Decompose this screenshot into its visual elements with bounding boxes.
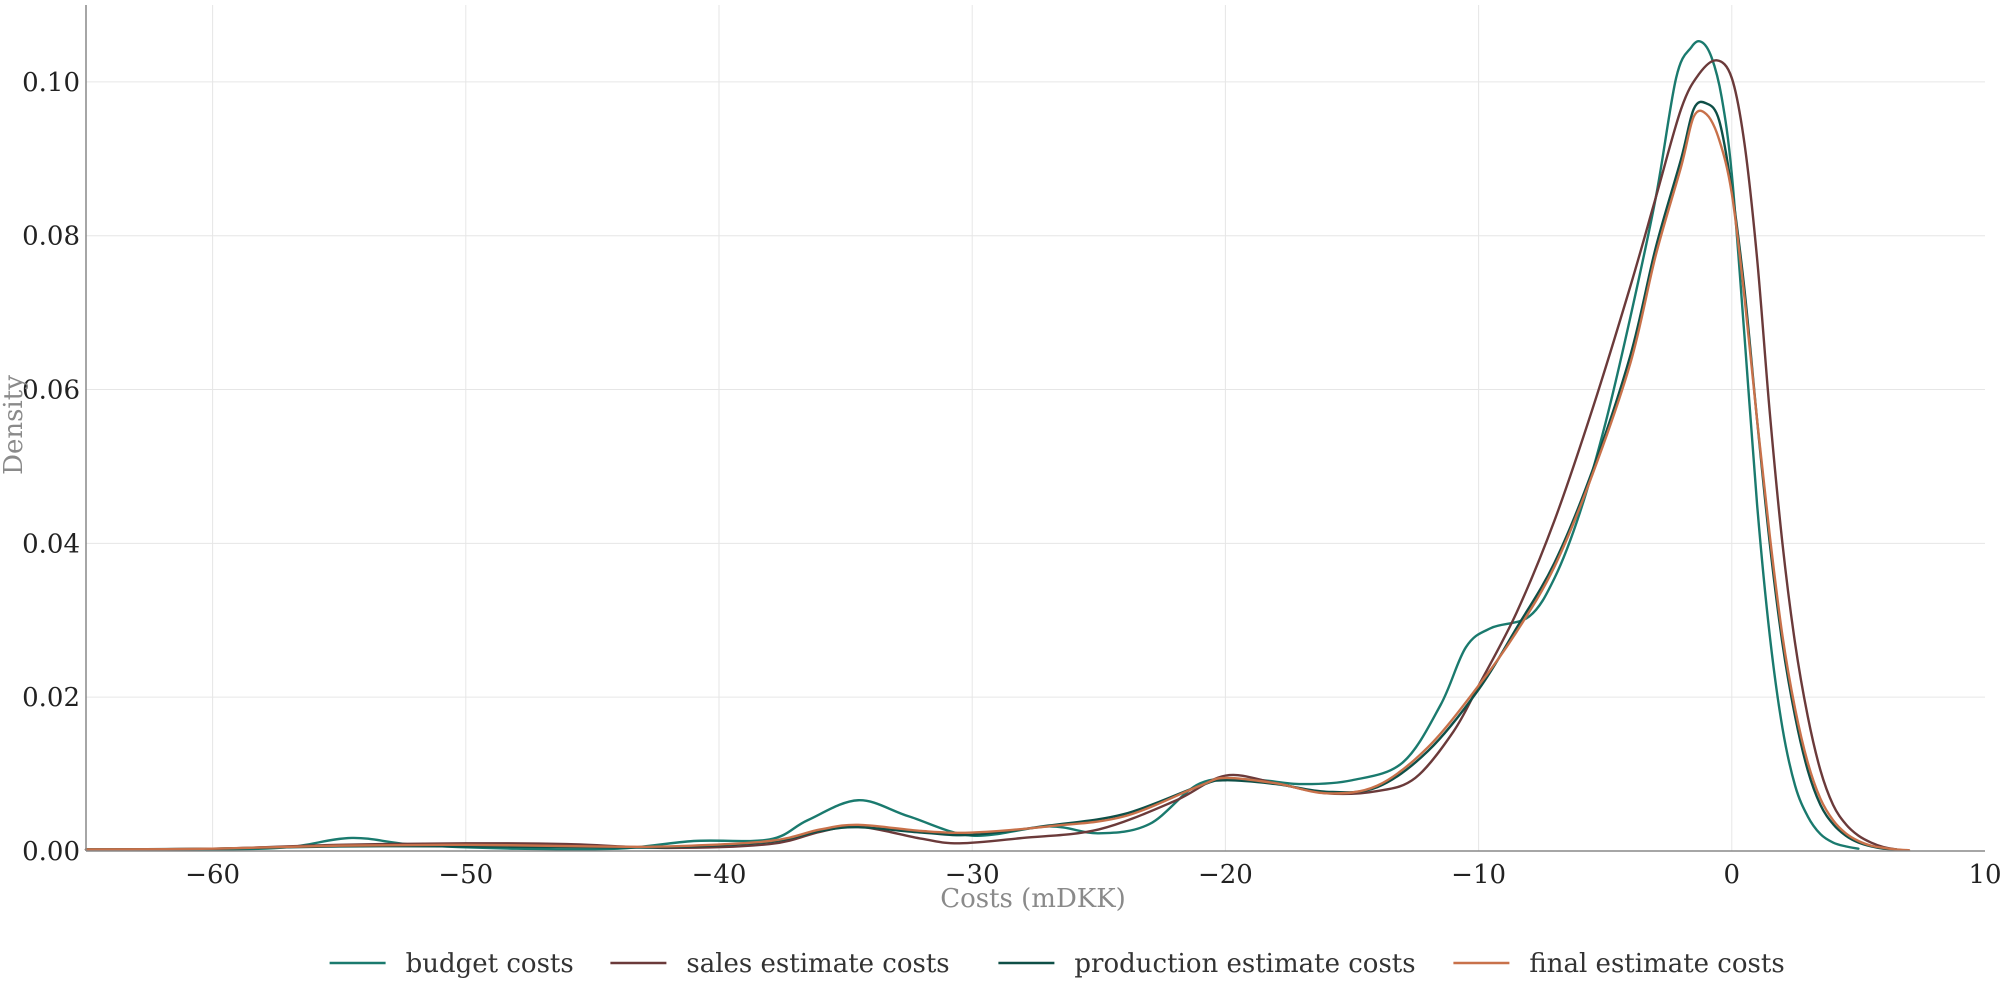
legend-label: budget costs — [406, 949, 574, 979]
series-lines — [84, 40, 1911, 852]
legend-item: sales estimate costs — [610, 949, 950, 979]
legend-item: budget costs — [329, 949, 574, 979]
series-line-3 — [84, 100, 1898, 851]
x-tick-label: 0 — [1724, 860, 1741, 890]
legend-item: final estimate costs — [1453, 949, 1785, 979]
x-tick-label: −30 — [945, 860, 1000, 890]
y-tick-label: 0.02 — [22, 683, 80, 713]
legend-label: production estimate costs — [1074, 949, 1415, 979]
x-axis-title: Costs (mDKK) — [940, 884, 1126, 914]
series-line-2 — [84, 59, 1898, 851]
y-tick-label: 0.04 — [22, 529, 80, 559]
tick-labels: −60 −50 −40 −30 −20 −10 0 10 0.00 0.02 0.04 0.06 0.0… — [22, 68, 2000, 890]
x-tick-label: −10 — [1451, 860, 1506, 890]
x-tick-label: −60 — [185, 860, 240, 890]
x-tick-label: −40 — [692, 860, 747, 890]
legend-label: sales estimate costs — [686, 949, 949, 979]
y-axis-title: Density — [0, 375, 29, 475]
x-tick-label: 10 — [1968, 860, 2000, 890]
y-tick-label: 0.00 — [22, 837, 80, 867]
y-tick-label: 0.06 — [22, 376, 80, 406]
x-tick-label: −20 — [1198, 860, 1253, 890]
x-tick-label: −50 — [438, 860, 493, 890]
series-line-1 — [84, 40, 1860, 851]
y-tick-label: 0.10 — [22, 68, 80, 98]
legend-label: final estimate costs — [1529, 949, 1784, 979]
grid — [86, 5, 1985, 851]
y-tick-label: 0.08 — [22, 222, 80, 252]
series-line-4 — [84, 109, 1911, 852]
axes — [85, 5, 1985, 852]
legend: budget costs sales estimate costs producti… — [329, 949, 1785, 979]
legend-item: production estimate costs — [998, 949, 1416, 979]
